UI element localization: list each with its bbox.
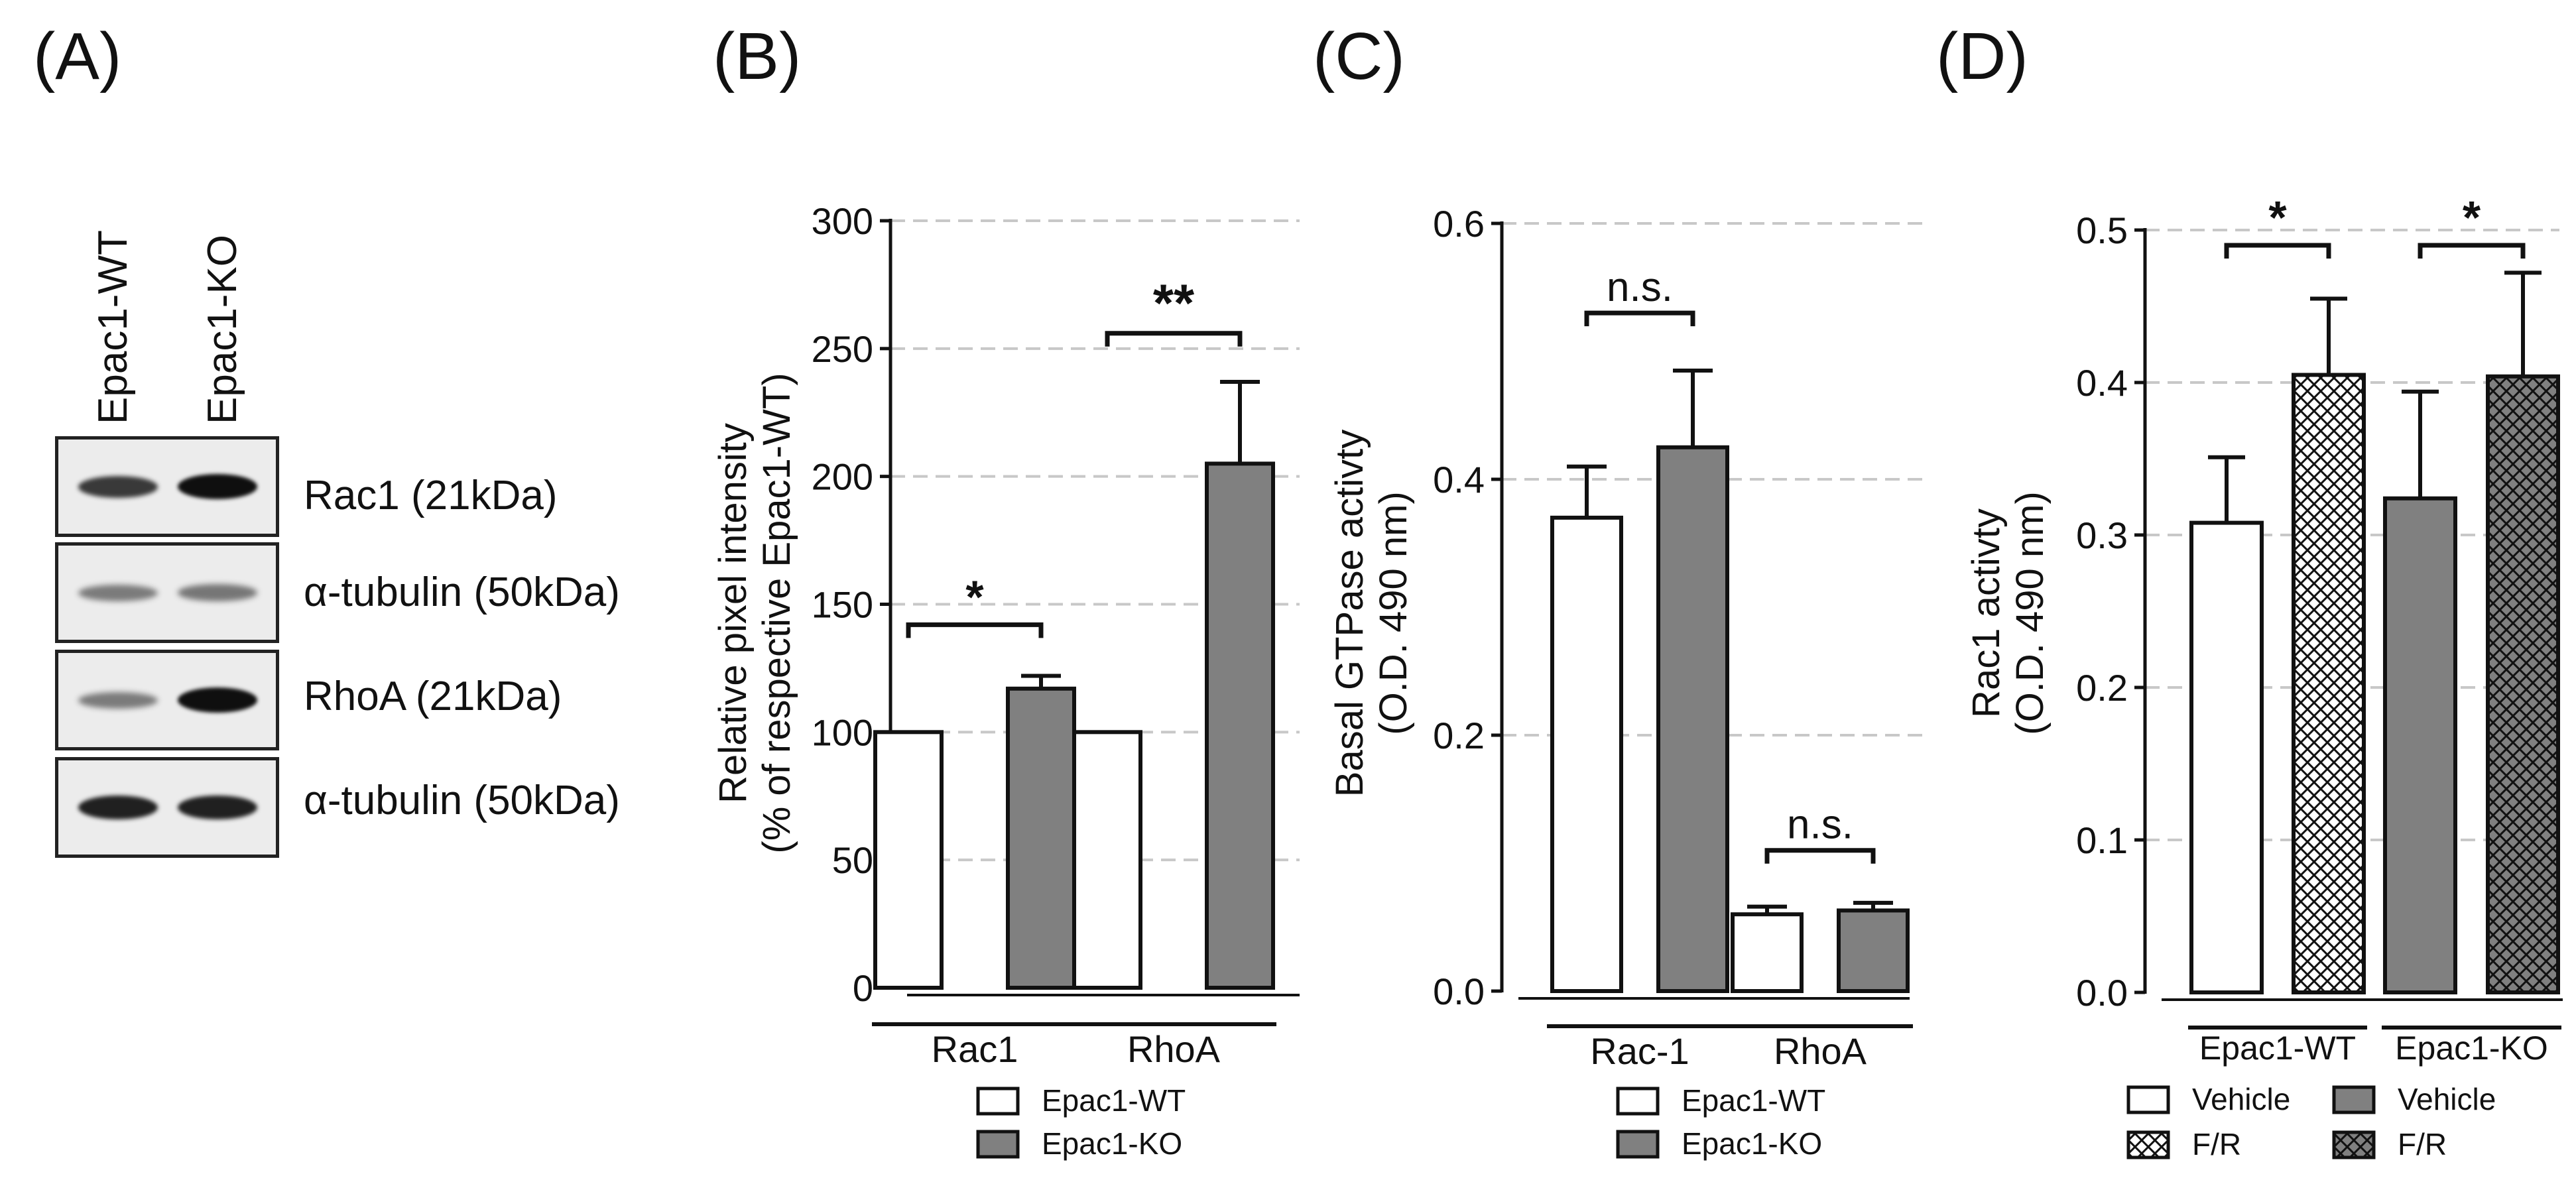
bar-epac1-wt-rhoa — [1731, 912, 1804, 993]
y-axis-label-d: Rac1 activty(O.D. 490 nm) — [1965, 491, 2052, 735]
x-group-label-rhoa: RhoA — [1127, 1028, 1221, 1070]
legend-wt-b-swatch — [976, 1087, 1020, 1116]
legend-ko-c-text: Epac1-KO — [1682, 1126, 1822, 1161]
legend-ko-b-text: Epac1-KO — [1042, 1126, 1182, 1161]
y-tick-label-c: 0.6 — [1433, 203, 1485, 245]
y-tick-label-d: 0.5 — [2076, 209, 2128, 251]
y-tick-label-d: 0.1 — [2076, 819, 2128, 861]
band-rac1-ko — [178, 474, 257, 499]
bar-epac1-ko-rac1 — [1006, 686, 1076, 990]
y-tick-label-d: 0.2 — [2076, 667, 2128, 709]
panel-label-b: (B) — [713, 19, 802, 93]
y-tick-label-b: 150 — [812, 584, 873, 626]
significance-epac1-ko-bracket — [2418, 243, 2526, 259]
bar-epac1-wt-rhoa — [1072, 730, 1142, 990]
band-rhoa-ko — [178, 687, 257, 713]
x-group-label-epac1-wt: Epac1-WT — [2199, 1030, 2356, 1067]
legend-ko-c-swatch — [1616, 1130, 1660, 1159]
legend-vehicle-wt-swatch — [2126, 1085, 2170, 1114]
legend-wt-c-text: Epac1-WT — [1682, 1083, 1825, 1118]
significance-epac1-wt-bracket — [2224, 243, 2331, 259]
y-tick-label-b: 200 — [812, 456, 873, 498]
blot-label-rhoa: RhoA (21kDa) — [304, 674, 562, 719]
band-rhoa-wt — [78, 691, 158, 709]
legend-fr-ko-text: F/R — [2398, 1127, 2447, 1161]
legend-fr-ko-swatch — [2332, 1130, 2376, 1159]
y-axis-label-line: (% of respective Epac1-WT) — [755, 373, 798, 853]
y-axis-label-line: (O.D. 490 nm) — [1372, 491, 1415, 735]
y-axis-label-line: (O.D. 490 nm) — [2008, 491, 2052, 735]
x-group-label-epac1-ko: Epac1-KO — [2395, 1030, 2548, 1067]
y-tick-label-b: 250 — [812, 328, 873, 370]
x-group-label-rac1: Rac1 — [932, 1028, 1018, 1070]
x-group-label-rac-1: Rac-1 — [1590, 1030, 1689, 1072]
significance-rac-1-bracket — [1584, 310, 1695, 327]
legend-vehicle-ko-swatch — [2332, 1085, 2376, 1114]
significance-rac1-label: * — [965, 571, 984, 622]
blot-strip-tubulin-2 — [55, 757, 279, 858]
y-tick-label-b: 100 — [812, 711, 873, 753]
y-tick-label-b: 50 — [832, 839, 873, 881]
legend-fr-wt-swatch — [2126, 1130, 2170, 1159]
y-tick-label-c: 0.0 — [1433, 971, 1485, 1012]
bar-epac1-ko-rhoa — [1837, 908, 1910, 994]
band-tubulin2-ko — [178, 796, 257, 819]
blot-label-tubulin-2: α-tubulin (50kDa) — [304, 778, 620, 823]
band-tubulin1-wt — [78, 584, 158, 601]
panel-label-a: (A) — [33, 19, 122, 93]
significance-rhoa-bracket — [1764, 848, 1876, 864]
bar-epac1-wt-vehicle — [2189, 520, 2264, 994]
legend-vehicle-wt-text: Vehicle — [2192, 1082, 2290, 1116]
band-tubulin2-wt — [78, 796, 158, 819]
bar-epac1-ko-vehicle — [2383, 496, 2457, 994]
bar-epac1-ko-rhoa — [1205, 461, 1275, 990]
y-axis-label-line: Basal GTPase activty — [1328, 430, 1371, 797]
bar-epac1-wt-rac-1 — [1550, 515, 1623, 993]
blot-label-tubulin-1: α-tubulin (50kDa) — [304, 569, 620, 615]
legend-wt-c-swatch — [1616, 1087, 1660, 1116]
y-axis-label-c: Basal GTPase activty(O.D. 490 nm) — [1328, 430, 1415, 797]
significance-epac1-ko-label: * — [2463, 192, 2481, 243]
chart-c: Basal GTPase activty(O.D. 490 nm) 0.0 0.2 0… — [1328, 203, 1923, 1161]
bar-epac1-wt-rac1 — [873, 730, 944, 990]
significance-rhoa-label: n.s. — [1787, 802, 1853, 848]
legend-fr-wt-text: F/R — [2192, 1127, 2241, 1161]
y-tick-label-b: 300 — [812, 200, 873, 242]
y-tick-label-c: 0.4 — [1433, 459, 1485, 501]
bar-epac1-ko-rac-1 — [1656, 445, 1729, 993]
legend-vehicle-ko-text: Vehicle — [2398, 1082, 2496, 1116]
significance-rhoa-bracket — [1105, 331, 1243, 347]
bar-epac1-wt-fr — [2292, 373, 2366, 994]
lane-label-ko: Epac1-KO — [200, 234, 245, 424]
blot-strip-rhoa — [55, 650, 279, 750]
legend-ko-b-swatch — [976, 1130, 1020, 1159]
significance-rac-1-label: n.s. — [1607, 265, 1673, 310]
blot-strip-tubulin-1 — [55, 542, 279, 643]
significance-rac1-bracket — [906, 622, 1044, 638]
y-tick-label-d: 0.3 — [2076, 514, 2128, 556]
significance-rhoa-label: ** — [1153, 274, 1195, 333]
y-axis-label-line: Relative pixel intensity — [711, 423, 755, 803]
chart-d: Rac1 activty(O.D. 490 nm) 0.0 0.1 0.2 0.3 0.4… — [1965, 192, 2563, 1161]
chart-b: Relative pixel intensity(% of respective… — [711, 200, 1300, 1161]
y-tick-label-d: 0.4 — [2076, 362, 2128, 404]
panel-label-d: (D) — [1936, 19, 2028, 93]
bar-epac1-ko-fr — [2486, 374, 2560, 994]
y-tick-label-c: 0.2 — [1433, 715, 1485, 756]
lane-label-wt: Epac1-WT — [90, 230, 136, 424]
legend-wt-b-text: Epac1-WT — [1042, 1083, 1186, 1118]
panel-label-c: (C) — [1313, 19, 1405, 93]
blot-label-rac1: Rac1 (21kDa) — [304, 473, 558, 518]
x-group-label-rhoa: RhoA — [1774, 1030, 1867, 1072]
blot-strip-rac1 — [55, 436, 279, 537]
y-tick-label-b: 0 — [853, 967, 873, 1009]
y-axis-label-line: Rac1 activty — [1965, 508, 2008, 718]
significance-epac1-wt-label: * — [2268, 192, 2287, 243]
y-tick-label-d: 0.0 — [2076, 972, 2128, 1014]
y-axis-label-b: Relative pixel intensity(% of respective… — [711, 373, 798, 853]
band-tubulin1-ko — [178, 584, 257, 601]
band-rac1-wt — [78, 475, 158, 498]
